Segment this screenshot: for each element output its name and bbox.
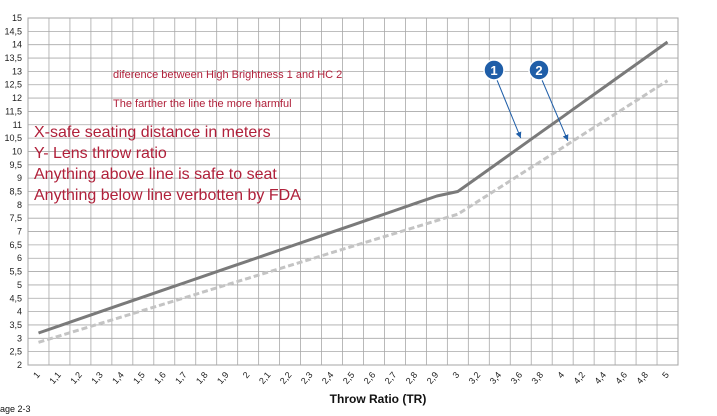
- note-large: Y- Lens throw ratio: [34, 145, 167, 162]
- x-tick-label: 1,4: [110, 370, 126, 386]
- y-tick-label: 9: [17, 173, 22, 183]
- x-tick-label: 5: [660, 370, 671, 380]
- x-tick-label: 2,9: [425, 370, 441, 386]
- marker-2-label: 2: [535, 63, 542, 78]
- marker-1-arrow: [496, 79, 522, 139]
- x-tick-label: 1,2: [68, 370, 84, 386]
- x-tick-label: 1: [31, 370, 42, 380]
- marker-1-badge: [483, 59, 505, 81]
- x-axis-title: Throw Ratio (TR): [330, 392, 427, 406]
- x-tick-label: 4,4: [592, 370, 608, 386]
- marker-2-badge: [528, 59, 550, 81]
- marker-2-arrow: [541, 79, 569, 141]
- y-tick-label: 8,5: [9, 187, 22, 197]
- y-tick-label: 2: [17, 360, 22, 370]
- x-tick-label: 4,8: [634, 370, 650, 386]
- y-tick-label: 6: [17, 253, 22, 263]
- x-tick-label: 4,2: [571, 370, 587, 386]
- x-tick-label: 2,1: [257, 370, 273, 386]
- x-tick-label: 1,7: [173, 370, 189, 386]
- y-tick-label: 7,5: [9, 213, 22, 223]
- y-tick-label: 9,5: [9, 160, 22, 170]
- x-tick-label: 2,6: [362, 370, 378, 386]
- marker-1-label: 1: [490, 63, 497, 78]
- x-tick-label: 3,2: [467, 370, 483, 386]
- y-tick-label: 3: [17, 333, 22, 343]
- y-tick-label: 13: [12, 66, 22, 76]
- x-tick-label: 1,9: [215, 370, 231, 386]
- x-tick-label: 2: [241, 370, 252, 380]
- y-tick-label: 12,5: [4, 80, 22, 90]
- x-tick-label: 2,4: [320, 370, 336, 386]
- note-large: X-safe seating distance in meters: [34, 124, 271, 141]
- y-tick-label: 7: [17, 227, 22, 237]
- x-tick-label: 2,7: [383, 370, 399, 386]
- y-tick-label: 10,5: [4, 133, 22, 143]
- y-tick-label: 14,5: [4, 26, 22, 36]
- y-tick-label: 14: [12, 40, 22, 50]
- y-tick-label: 8: [17, 200, 22, 210]
- x-tick-label: 2,2: [278, 370, 294, 386]
- y-tick-label: 15: [12, 13, 22, 23]
- note-large: Anything above line is safe to seat: [34, 166, 277, 183]
- x-tick-label: 4: [555, 370, 566, 380]
- x-tick-label: 2,5: [341, 370, 357, 386]
- x-tick-label: 1,8: [194, 370, 210, 386]
- x-tick-label: 3,6: [509, 370, 525, 386]
- y-tick-label: 12: [12, 93, 22, 103]
- y-tick-label: 2,5: [9, 347, 22, 357]
- x-tick-label: 1,5: [131, 370, 147, 386]
- note-large: Anything below line verbotten by FDA: [34, 187, 301, 204]
- y-tick-label: 11,5: [5, 106, 22, 116]
- x-tick-label: 3: [450, 370, 461, 380]
- x-tick-label: 2,3: [299, 370, 315, 386]
- page-reference: age 2-3: [0, 404, 31, 414]
- x-tick-label: 1,6: [152, 370, 168, 386]
- y-tick-label: 5,5: [9, 267, 22, 277]
- x-tick-label: 2,8: [404, 370, 420, 386]
- series-line-1: [38, 40, 669, 335]
- y-tick-label: 6,5: [9, 240, 22, 250]
- x-tick-label: 3,4: [488, 370, 504, 386]
- series-line-2: [38, 79, 669, 344]
- y-tick-label: 13,5: [4, 53, 22, 63]
- y-tick-label: 11: [13, 120, 22, 130]
- note-small: diference between High Brightness 1 and …: [113, 69, 342, 81]
- note-small: The farther the line the more harmful: [113, 98, 292, 110]
- x-tick-label: 1,3: [89, 370, 105, 386]
- y-tick-label: 3,5: [9, 320, 22, 330]
- x-tick-label: 4,6: [613, 370, 629, 386]
- x-tick-label: 1,1: [47, 370, 63, 386]
- x-tick-label: 3,8: [530, 370, 546, 386]
- y-tick-label: 10: [12, 146, 22, 156]
- y-tick-label: 4: [17, 307, 22, 317]
- y-tick-label: 5: [17, 280, 22, 290]
- y-tick-label: 4,5: [9, 293, 22, 303]
